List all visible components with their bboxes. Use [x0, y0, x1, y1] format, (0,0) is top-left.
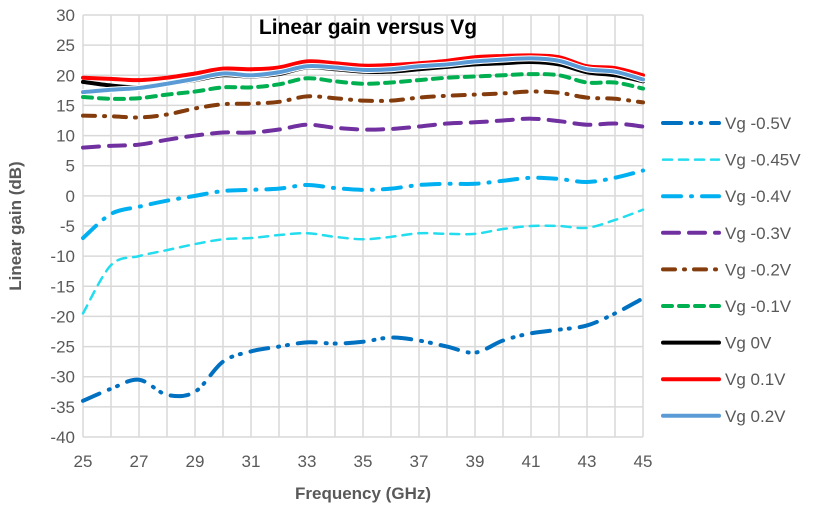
legend-label: Vg -0.45V — [725, 151, 801, 170]
y-tick-label: 15 — [56, 96, 75, 115]
y-tick-label: 0 — [66, 187, 75, 206]
x-tick-label: 29 — [186, 452, 205, 471]
legend-label: Vg -0.5V — [725, 114, 792, 133]
tick-labels: -40 -35 -30 -25 -20 -15 -10 -5 0 5 10 15 20 25 30 25 27 2… — [50, 6, 652, 471]
x-tick-label: 27 — [130, 452, 149, 471]
series-vg-0-1v-line — [81, 72, 645, 101]
y-tick-label: -5 — [60, 217, 75, 236]
x-axis-label: Frequency (GHz) — [295, 484, 431, 503]
x-tick-label: 43 — [578, 452, 597, 471]
y-tick-label: 5 — [66, 157, 75, 176]
series-vg-0-45v-line — [81, 208, 645, 315]
x-tick-label: 35 — [354, 452, 373, 471]
y-axis-label: Linear gain (dB) — [6, 161, 25, 290]
y-tick-label: 10 — [56, 127, 75, 146]
legend-label: Vg -0.1V — [725, 297, 792, 316]
series-vg-0-5v-line — [81, 296, 645, 403]
legend-label: Vg -0.3V — [725, 224, 792, 243]
x-tick-label: 39 — [466, 452, 485, 471]
legend-label: Vg 0.1V — [725, 370, 786, 389]
y-tick-label: -25 — [50, 338, 75, 357]
y-tick-label: 25 — [56, 36, 75, 55]
legend: Vg -0.5V Vg -0.45V Vg -0.4V Vg -0.3V Vg -0.2… — [661, 114, 801, 426]
x-tick-label: 41 — [522, 452, 541, 471]
series-vg-0-4v-line — [81, 168, 645, 241]
y-tick-label: -40 — [50, 428, 75, 447]
x-tick-label: 31 — [242, 452, 261, 471]
series-vg-0-1v-line — [81, 53, 645, 83]
chart-title: Linear gain versus Vg — [259, 16, 477, 39]
legend-label: Vg -0.2V — [725, 260, 792, 279]
series-vg-0-3v-line — [81, 116, 645, 150]
y-tick-label: -10 — [50, 247, 75, 266]
x-tick-label: 45 — [634, 452, 653, 471]
series-vg-0-2v-line — [81, 56, 645, 95]
y-tick-label: -35 — [50, 398, 75, 417]
y-tick-label: 20 — [56, 66, 75, 85]
legend-label: Vg -0.4V — [725, 187, 792, 206]
series-group — [80, 53, 646, 403]
y-tick-label: -20 — [50, 307, 75, 326]
x-tick-label: 25 — [74, 452, 93, 471]
y-tick-label: 30 — [56, 6, 75, 25]
x-tick-label: 33 — [298, 452, 317, 471]
y-tick-label: -30 — [50, 368, 75, 387]
legend-label: Vg 0.2V — [725, 407, 786, 426]
y-tick-label: -15 — [50, 277, 75, 296]
legend-label: Vg 0V — [725, 334, 772, 353]
series-vg-0-2v-line — [81, 89, 645, 120]
x-tick-label: 37 — [410, 452, 429, 471]
